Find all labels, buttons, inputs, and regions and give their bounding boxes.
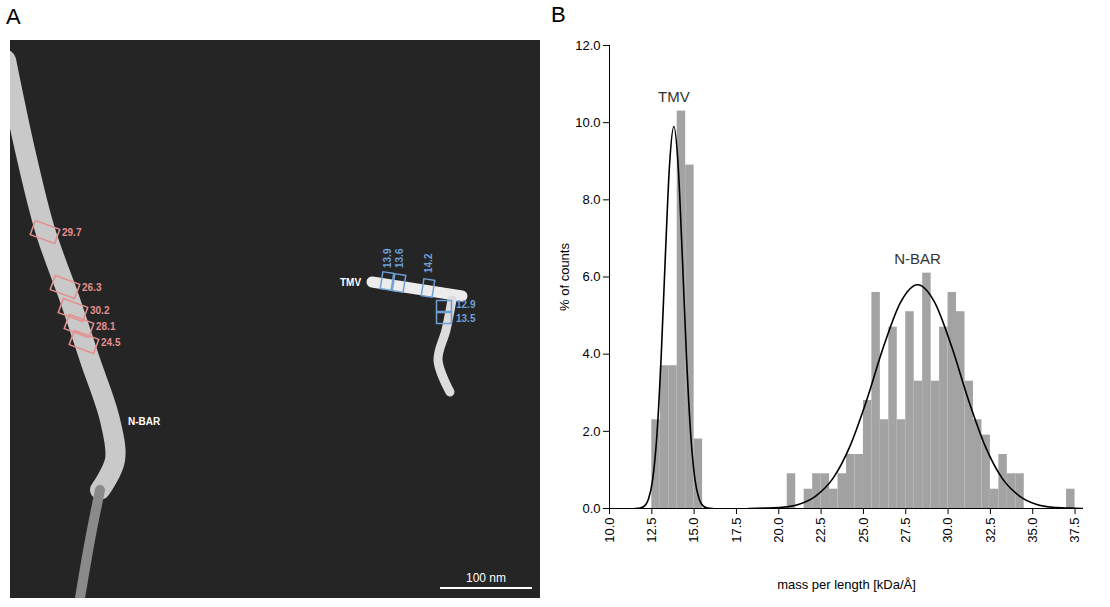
- svg-text:% of counts: % of counts: [557, 243, 572, 311]
- svg-text:N-BAR: N-BAR: [894, 250, 941, 267]
- svg-text:10.0: 10.0: [602, 518, 617, 543]
- svg-text:24.5: 24.5: [101, 337, 121, 348]
- svg-text:17.5: 17.5: [729, 518, 744, 543]
- svg-text:13.6: 13.6: [394, 248, 405, 268]
- svg-text:27.5: 27.5: [898, 518, 913, 543]
- svg-text:mass per length [kDa/Å]: mass per length [kDa/Å]: [777, 577, 916, 592]
- svg-text:0.0: 0.0: [582, 501, 600, 516]
- svg-text:15.0: 15.0: [686, 518, 701, 543]
- svg-text:37.5: 37.5: [1067, 518, 1082, 543]
- svg-text:30.2: 30.2: [90, 305, 110, 316]
- svg-text:6.0: 6.0: [582, 269, 600, 284]
- svg-text:100 nm: 100 nm: [466, 571, 506, 585]
- svg-text:14.2: 14.2: [423, 253, 434, 273]
- svg-text:N-BAR: N-BAR: [128, 416, 161, 427]
- svg-text:13.5: 13.5: [456, 313, 476, 324]
- svg-text:13.9: 13.9: [382, 248, 393, 268]
- html-text:B: B: [551, 2, 566, 27]
- svg-text:32.5: 32.5: [983, 518, 998, 543]
- svg-text:25.0: 25.0: [856, 518, 871, 543]
- svg-text:30.0: 30.0: [940, 518, 955, 543]
- svg-text:26.3: 26.3: [82, 282, 102, 293]
- svg-text:A: A: [6, 4, 21, 29]
- svg-text:12.0: 12.0: [575, 38, 600, 53]
- svg-text:20.0: 20.0: [771, 518, 786, 543]
- svg-text:28.1: 28.1: [96, 321, 116, 332]
- svg-text:TMV: TMV: [340, 277, 361, 288]
- svg-text:35.0: 35.0: [1025, 518, 1040, 543]
- svg-text:12.5: 12.5: [644, 518, 659, 543]
- svg-text:2.0: 2.0: [582, 423, 600, 438]
- svg-text:12.9: 12.9: [456, 299, 476, 310]
- svg-text:29.7: 29.7: [62, 227, 82, 238]
- svg-text:10.0: 10.0: [575, 115, 600, 130]
- svg-text:8.0: 8.0: [582, 192, 600, 207]
- svg-text:22.5: 22.5: [813, 518, 828, 543]
- svg-text:TMV: TMV: [658, 88, 690, 105]
- svg-text:4.0: 4.0: [582, 346, 600, 361]
